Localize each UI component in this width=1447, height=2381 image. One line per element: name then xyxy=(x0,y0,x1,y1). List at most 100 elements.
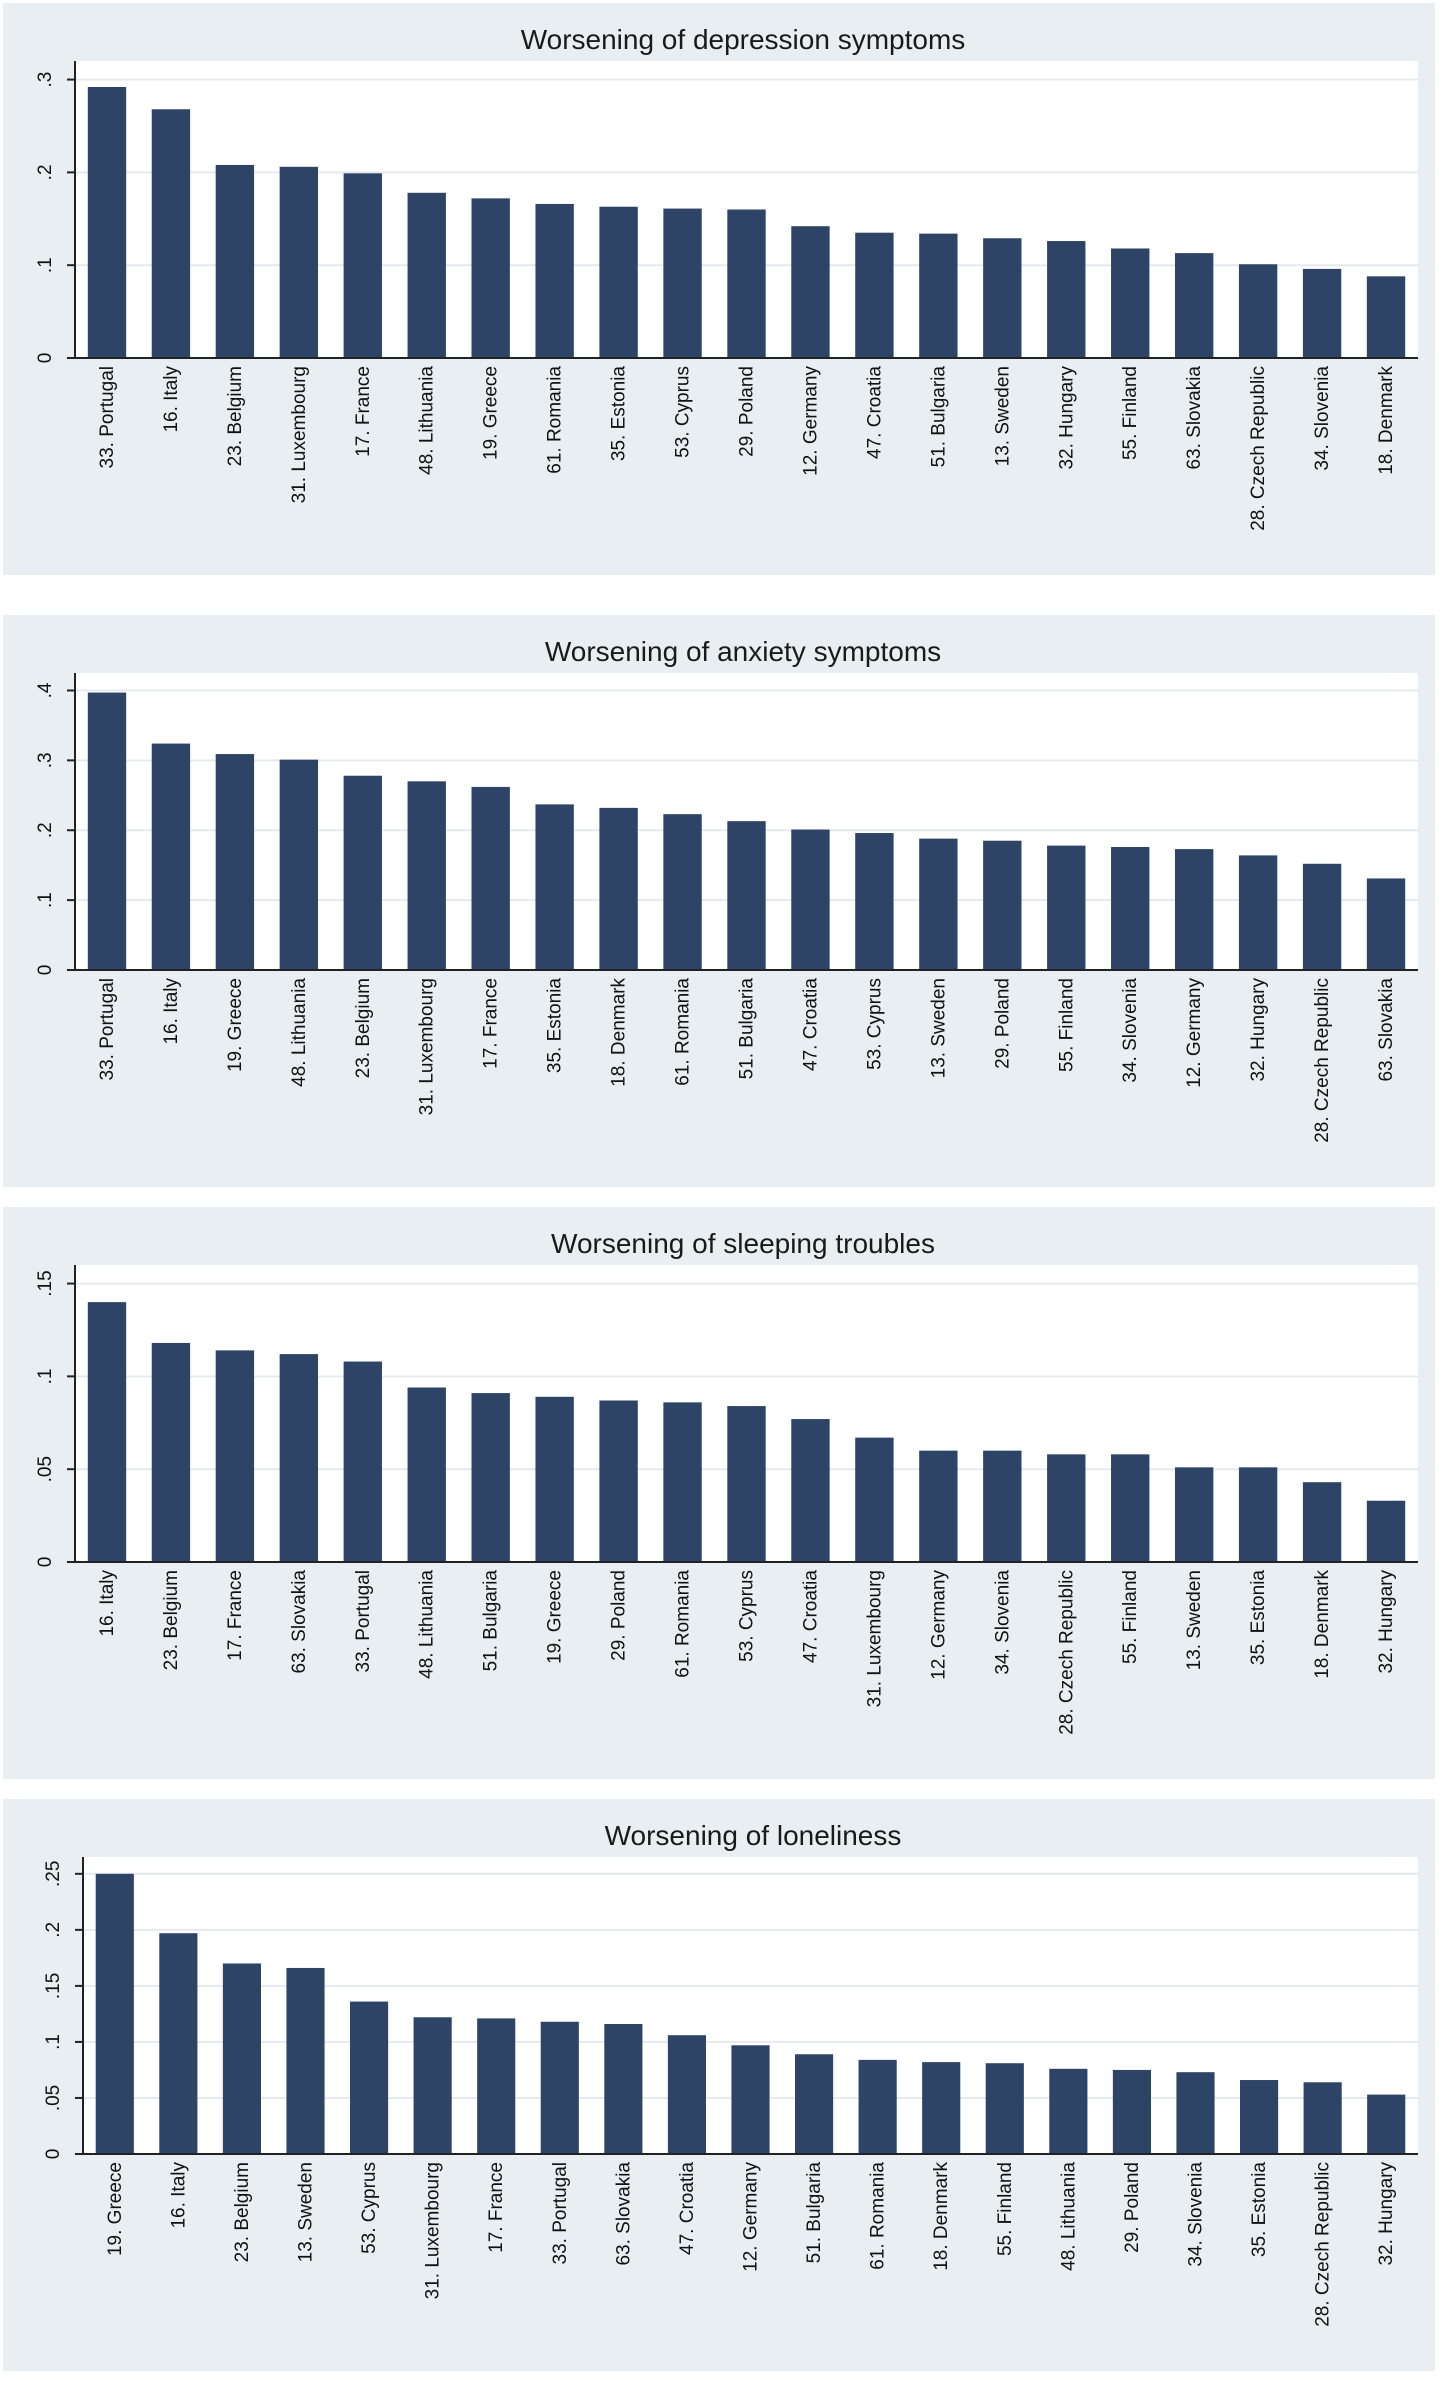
bar xyxy=(858,2059,897,2154)
x-tick-label: 34. Slovenia xyxy=(1312,366,1333,471)
x-tick-label: 17. France xyxy=(481,978,502,1069)
y-tick-label: .3 xyxy=(35,72,56,88)
x-tick-label: 33. Portugal xyxy=(97,366,118,468)
bar xyxy=(159,1933,198,2154)
plot-area: 0 .1 .2 .3 .4 33. Portugal 16. Italy 19. Greece… xyxy=(35,673,1418,1143)
bar xyxy=(919,838,958,970)
y-tick-label: 0 xyxy=(43,2149,64,2160)
x-tick-label: 17. France xyxy=(225,1570,246,1661)
bar xyxy=(1047,845,1086,970)
x-tick-label: 13. Sweden xyxy=(928,978,949,1078)
x-tick-label: 35. Estonia xyxy=(609,366,630,461)
x-tick-label: 47. Croatia xyxy=(677,2162,698,2255)
bar xyxy=(855,1437,894,1562)
bar xyxy=(791,1419,830,1562)
y-tick-label: .1 xyxy=(35,257,56,273)
x-tick-label: 12. Germany xyxy=(1184,978,1205,1088)
x-tick-label: 23. Belgium xyxy=(353,978,374,1078)
chart-panel-sleep: Worsening of sleeping troubles 0 .05 .1 .15… xyxy=(3,1207,1435,1779)
bar xyxy=(985,2063,1024,2154)
bar xyxy=(599,1400,638,1562)
x-tick-label: 17. France xyxy=(353,366,374,457)
x-tick-label: 63. Slovakia xyxy=(613,2162,634,2266)
x-tick-label: 61. Romania xyxy=(868,2162,889,2270)
x-tick-label: 48. Lithuania xyxy=(417,366,438,475)
x-tick-label: 29. Poland xyxy=(1122,2162,1143,2253)
x-tick-label: 23. Belgium xyxy=(225,366,246,466)
x-tick-label: 16. Italy xyxy=(161,366,182,433)
bar xyxy=(222,1963,261,2154)
x-tick-label: 55. Finland xyxy=(1056,978,1077,1072)
x-tick-label: 19. Greece xyxy=(545,1570,566,1664)
chart-title: Worsening of anxiety symptoms xyxy=(545,636,941,667)
bar xyxy=(1366,878,1406,970)
y-tick-label: .05 xyxy=(43,2085,64,2111)
chart-panel-anxiety: Worsening of anxiety symptoms 0 .1 .2 .3 .4 3… xyxy=(3,615,1435,1187)
bar xyxy=(663,814,702,970)
x-tick-label: 51. Bulgaria xyxy=(928,366,949,468)
bar xyxy=(1302,1482,1342,1562)
y-tick-label: .2 xyxy=(35,822,56,838)
x-tick-label: 33. Portugal xyxy=(550,2162,571,2264)
x-tick-label: 35. Estonia xyxy=(545,978,566,1073)
y-tick-label: .25 xyxy=(43,1861,64,1887)
x-tick-label: 61. Romania xyxy=(673,1570,694,1678)
x-tick-label: 55. Finland xyxy=(1120,366,1141,460)
bar xyxy=(791,226,830,358)
bar xyxy=(983,1450,1022,1562)
bar xyxy=(919,233,958,358)
x-tick-label: 13. Sweden xyxy=(1184,1570,1205,1670)
x-tick-label: 19. Greece xyxy=(481,366,502,460)
bar xyxy=(87,86,127,359)
bar xyxy=(471,198,510,358)
x-tick-label: 28. Czech Republic xyxy=(1313,2162,1334,2327)
bar xyxy=(919,1450,958,1562)
x-tick-label: 29. Poland xyxy=(609,1570,630,1661)
x-tick-label: 33. Portugal xyxy=(353,1570,374,1672)
bar xyxy=(407,1387,446,1562)
bar xyxy=(795,2054,834,2154)
x-tick-label: 31. Luxembourg xyxy=(864,1570,885,1707)
bar xyxy=(667,2035,706,2154)
x-tick-label: 28. Czech Republic xyxy=(1312,978,1333,1143)
bar xyxy=(343,173,382,358)
bar xyxy=(663,208,702,358)
bar xyxy=(922,2062,961,2154)
x-tick-label: 63. Slovakia xyxy=(1376,978,1397,1082)
bar xyxy=(1367,2094,1406,2154)
x-tick-label: 63. Slovakia xyxy=(289,1570,310,1674)
chart-svg-sleep: Worsening of sleeping troubles 0 .05 .1 .15… xyxy=(35,1228,1418,1735)
bar xyxy=(1302,268,1342,358)
y-tick-label: .4 xyxy=(35,682,56,698)
bar xyxy=(1111,847,1150,970)
x-tick-label: 16. Italy xyxy=(97,1570,118,1637)
x-tick-label: 18. Denmark xyxy=(1376,366,1397,475)
bar xyxy=(1238,1467,1278,1562)
bar xyxy=(1112,2069,1151,2154)
chart-svg-anxiety: Worsening of anxiety symptoms 0 .1 .2 .3 .4 3… xyxy=(35,636,1418,1143)
bar xyxy=(87,692,127,970)
x-tick-label: 12. Germany xyxy=(741,2162,762,2272)
bar xyxy=(1049,2068,1088,2154)
bar xyxy=(983,840,1022,970)
bar xyxy=(151,109,191,358)
bar xyxy=(1111,248,1150,358)
y-tick-label: .2 xyxy=(43,1922,64,1938)
bar xyxy=(215,164,255,358)
bar xyxy=(279,166,319,358)
plot-area: 0 .05 .1 .15 16. Italy 23. Belgium 17. France 6… xyxy=(35,1265,1418,1735)
x-tick-label: 18. Denmark xyxy=(1312,1570,1333,1679)
bar xyxy=(599,807,638,970)
y-tick-label: .15 xyxy=(43,1973,64,1999)
bar xyxy=(279,1354,319,1562)
x-tick-label: 17. France xyxy=(486,2162,507,2253)
bar xyxy=(535,1396,574,1562)
x-tick-label: 31. Luxembourg xyxy=(289,366,310,503)
x-tick-label: 16. Italy xyxy=(168,2162,189,2229)
x-tick-label: 48. Lithuania xyxy=(289,978,310,1087)
x-tick-label: 61. Romania xyxy=(545,366,566,474)
x-tick-label: 48. Lithuania xyxy=(1058,2162,1079,2271)
bar xyxy=(1366,1500,1406,1562)
chart-title: Worsening of sleeping troubles xyxy=(551,1228,935,1259)
bar xyxy=(1174,1467,1214,1562)
